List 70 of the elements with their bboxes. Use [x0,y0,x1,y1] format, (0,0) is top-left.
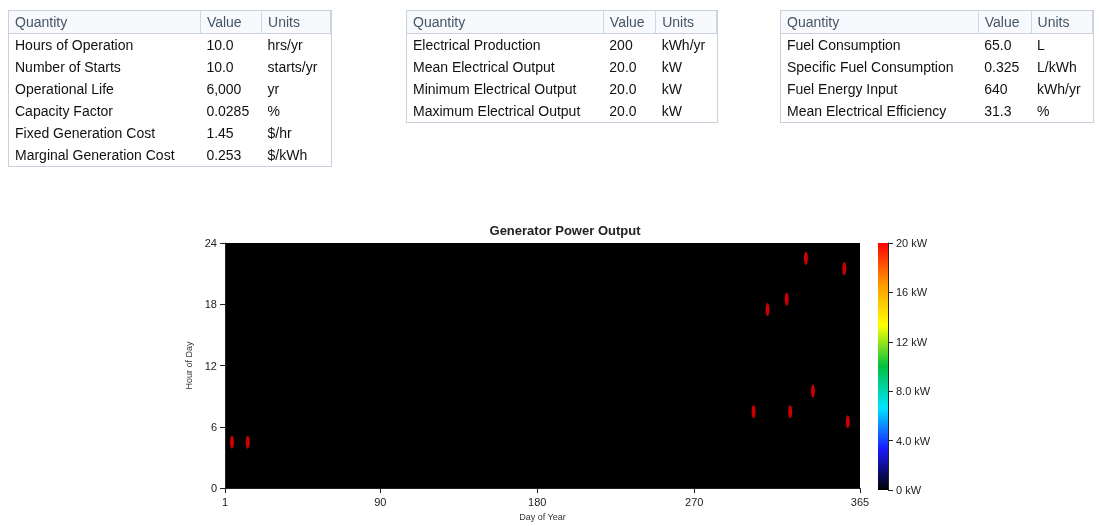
text: 10.0 [205,36,235,55]
text: Marginal Generation Cost [14,146,176,165]
color-bar-label: 8.0 kW [896,385,931,398]
color-bar-label: 12 kW [896,335,928,348]
text: 20.0 [608,102,638,121]
text: Units [655,11,717,34]
y-tick-label: 18 [204,298,217,311]
y-axis-title: Hour of Day [184,341,195,390]
text: 0.253 [205,146,243,165]
y-tick-label: 24 [204,237,217,249]
text: kW [660,80,683,99]
text: $/hr [266,124,293,143]
text: Value [978,11,1032,34]
text: 6,000 [205,80,243,99]
text: Mean Electrical Output [412,58,556,77]
x-tick-label: 1 [221,495,229,508]
text: Mean Electrical Efficiency [786,102,948,121]
x-tick-label: 270 [685,495,704,508]
text: Quantity [9,11,201,34]
x-tick-label: 90 [374,495,387,508]
text: Fuel Consumption [786,36,902,55]
text: 200 [608,36,634,55]
text: 10.0 [205,58,235,77]
text: $/kWh [266,146,309,165]
text: Specific Fuel Consumption [786,58,955,77]
text: kWh/yr [1036,80,1082,99]
text: kW [660,58,683,77]
text: Electrical Production [412,36,542,55]
y-tick-label: 12 [204,359,217,372]
x-axis-title: Day of Year [519,511,566,522]
color-bar-label: 4.0 kW [896,434,931,447]
text: starts/yr [266,58,319,77]
y-tick-label: 6 [210,420,217,433]
text: hrs/yr [266,36,304,55]
text: 0.0285 [205,102,251,121]
x-tick-label: 180 [528,495,547,508]
text: kW [660,102,683,121]
text: L/kWh [1036,58,1078,77]
text: kWh/yr [660,36,707,55]
text: Fixed Generation Cost [14,124,157,143]
text: 0.325 [983,58,1021,77]
text: 640 [983,80,1009,99]
x-tick-label: 365 [850,495,870,508]
text: Minimum Electrical Output [412,80,578,99]
y-tick-label: 0 [210,482,217,495]
text: yr [266,80,281,99]
color-bar-label: 20 kW [896,237,928,249]
text: L [1036,36,1046,55]
text: 20.0 [608,58,638,77]
text: 31.3 [983,102,1013,121]
text: Capacity Factor [14,102,115,121]
text: % [1036,102,1051,121]
text: Operational Life [14,80,115,99]
text: Quantity [407,11,604,34]
text: Units [261,11,331,34]
text: Number of Starts [14,58,122,77]
text: 1.45 [205,124,235,143]
text: Fuel Energy Input [786,80,899,99]
text: Units [1031,11,1093,34]
text: 20.0 [608,80,638,99]
text: % [266,102,281,121]
text: Quantity [781,11,979,34]
text: Maximum Electrical Output [412,102,582,121]
text: Value [200,11,262,34]
color-bar-label: 0 kW [896,484,922,496]
text: Hours of Operation [14,36,135,55]
chart-title: Generator Power Output [489,223,642,238]
color-bar-label: 16 kW [896,286,928,299]
text: 65.0 [983,36,1013,55]
text: Value [603,11,656,34]
